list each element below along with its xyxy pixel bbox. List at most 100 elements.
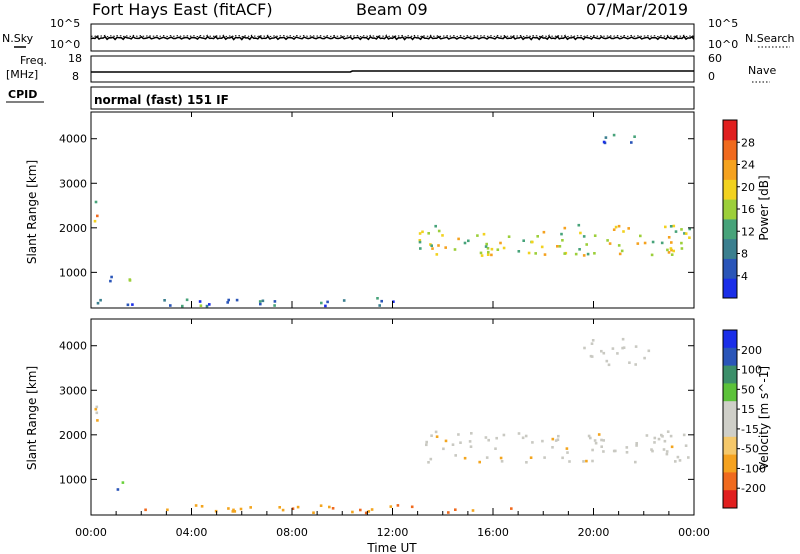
heatmap-cell — [630, 141, 633, 144]
heatmap-cell — [591, 448, 594, 452]
heatmap-cell — [437, 229, 441, 233]
heatmap-cell — [367, 510, 371, 513]
noise-right-tick-top: 10^5 — [708, 17, 738, 30]
heatmap-cell — [457, 237, 460, 241]
heatmap-cell — [672, 249, 675, 253]
heatmap-cell — [680, 247, 684, 250]
power-colorbar-tick-label: 20 — [741, 181, 755, 194]
heatmap-cell — [200, 505, 204, 508]
heatmap-cell — [617, 244, 621, 247]
heatmap-cell — [625, 451, 629, 454]
heatmap-cell — [435, 435, 439, 438]
page-title-date: 07/Mar/2019 — [586, 0, 689, 19]
heatmap-cell — [94, 200, 98, 204]
heatmap-cell — [657, 437, 661, 441]
cpid-value: normal (fast) 151 IF — [94, 93, 229, 107]
heatmap-cell — [502, 246, 506, 250]
heatmap-cell — [643, 241, 647, 245]
heatmap-cell — [447, 511, 450, 514]
heatmap-cell — [616, 352, 619, 355]
heatmap-cell — [499, 456, 503, 460]
heatmap-cell — [499, 241, 502, 245]
heatmap-cell — [99, 298, 102, 302]
velocity-colorbar-swatch — [723, 330, 737, 349]
heatmap-cell — [666, 248, 669, 252]
power-colorbar-swatch — [723, 179, 737, 200]
heatmap-cell — [96, 301, 100, 305]
heatmap-cell — [579, 231, 582, 235]
heatmap-cell — [676, 455, 680, 459]
heatmap-cell — [665, 450, 669, 453]
heatmap-cell — [396, 504, 400, 507]
heatmap-cell — [602, 450, 605, 453]
heatmap-cell — [467, 239, 470, 243]
heatmap-cell — [410, 505, 414, 509]
heatmap-cell — [517, 250, 521, 253]
freq-unit-label: [MHz] — [6, 68, 38, 81]
heatmap-cell — [278, 506, 281, 509]
heatmap-cell — [527, 251, 531, 255]
heatmap-cell — [507, 235, 511, 238]
heatmap-cell — [614, 225, 618, 229]
heatmap-cell — [543, 456, 546, 459]
heatmap-cell — [674, 230, 678, 233]
heatmap-cell — [214, 509, 218, 513]
heatmap-cell — [674, 460, 677, 463]
heatmap-cell — [604, 136, 608, 139]
heatmap-cell — [653, 436, 657, 440]
heatmap-cell — [500, 460, 504, 463]
heatmap-cell — [594, 441, 598, 445]
power-yticks: 1000 2000 3000 4000 — [59, 133, 694, 279]
heatmap-cell — [667, 236, 671, 239]
heatmap-cell — [650, 448, 653, 451]
velocity-yticks: 1000 2000 3000 4000 — [59, 340, 694, 486]
noise-strip-frame — [90, 23, 695, 52]
heatmap-cell — [451, 443, 455, 446]
heatmap-cell — [621, 346, 624, 350]
noise-left-tick-top: 10^5 — [50, 17, 80, 30]
heatmap-cell — [273, 300, 277, 303]
heatmap-cell — [678, 459, 682, 462]
freq-left-tick-bottom: 8 — [72, 70, 79, 83]
velocity-colorbar-swatch — [723, 490, 737, 509]
heatmap-cell — [531, 240, 534, 244]
heatmap-cell — [291, 507, 295, 510]
heatmap-cell — [163, 299, 166, 302]
heatmap-cell — [429, 457, 433, 461]
nave-right-tick-top: 60 — [708, 52, 722, 65]
heatmap-cell — [470, 432, 473, 435]
xtick-label: 00:00 — [75, 526, 107, 539]
nsky-label: N.Sky — [2, 32, 34, 45]
heatmap-cell — [565, 447, 569, 450]
heatmap-cell — [494, 447, 497, 450]
heatmap-cell — [227, 298, 230, 302]
heatmap-cell — [166, 508, 169, 512]
power-colorbar-swatch — [723, 218, 737, 240]
heatmap-cell — [563, 226, 567, 230]
heatmap-cell — [612, 228, 616, 231]
power-colorbar-tick-label: 28 — [741, 136, 755, 149]
heatmap-cell — [121, 481, 125, 484]
heatmap-cell — [605, 359, 609, 363]
heatmap-cell — [480, 254, 484, 257]
heatmap-cell — [359, 508, 362, 512]
velocity-colorbar-swatch — [723, 472, 737, 491]
heatmap-cell — [510, 507, 513, 510]
velocity-heatmap-cells — [94, 337, 690, 515]
nave-right-tick-bottom: 0 — [708, 70, 715, 83]
heatmap-cell — [606, 239, 609, 242]
ytick-label: 1000 — [59, 473, 87, 486]
heatmap-cell — [453, 248, 457, 251]
heatmap-cell — [96, 214, 99, 218]
noise-left-tick-bottom: 10^0 — [50, 38, 80, 51]
heatmap-cell — [600, 349, 603, 353]
heatmap-cell — [487, 438, 490, 442]
power-colorbar: 4 8 12 16 20 24 28 — [722, 119, 755, 299]
heatmap-cell — [116, 488, 120, 491]
freq-trace — [91, 70, 694, 73]
heatmap-cell — [670, 248, 673, 252]
heatmap-cell — [600, 445, 603, 448]
velocity-colorbar-swatch — [723, 365, 737, 384]
heatmap-cell — [351, 510, 354, 514]
power-colorbar-swatch — [723, 238, 737, 259]
